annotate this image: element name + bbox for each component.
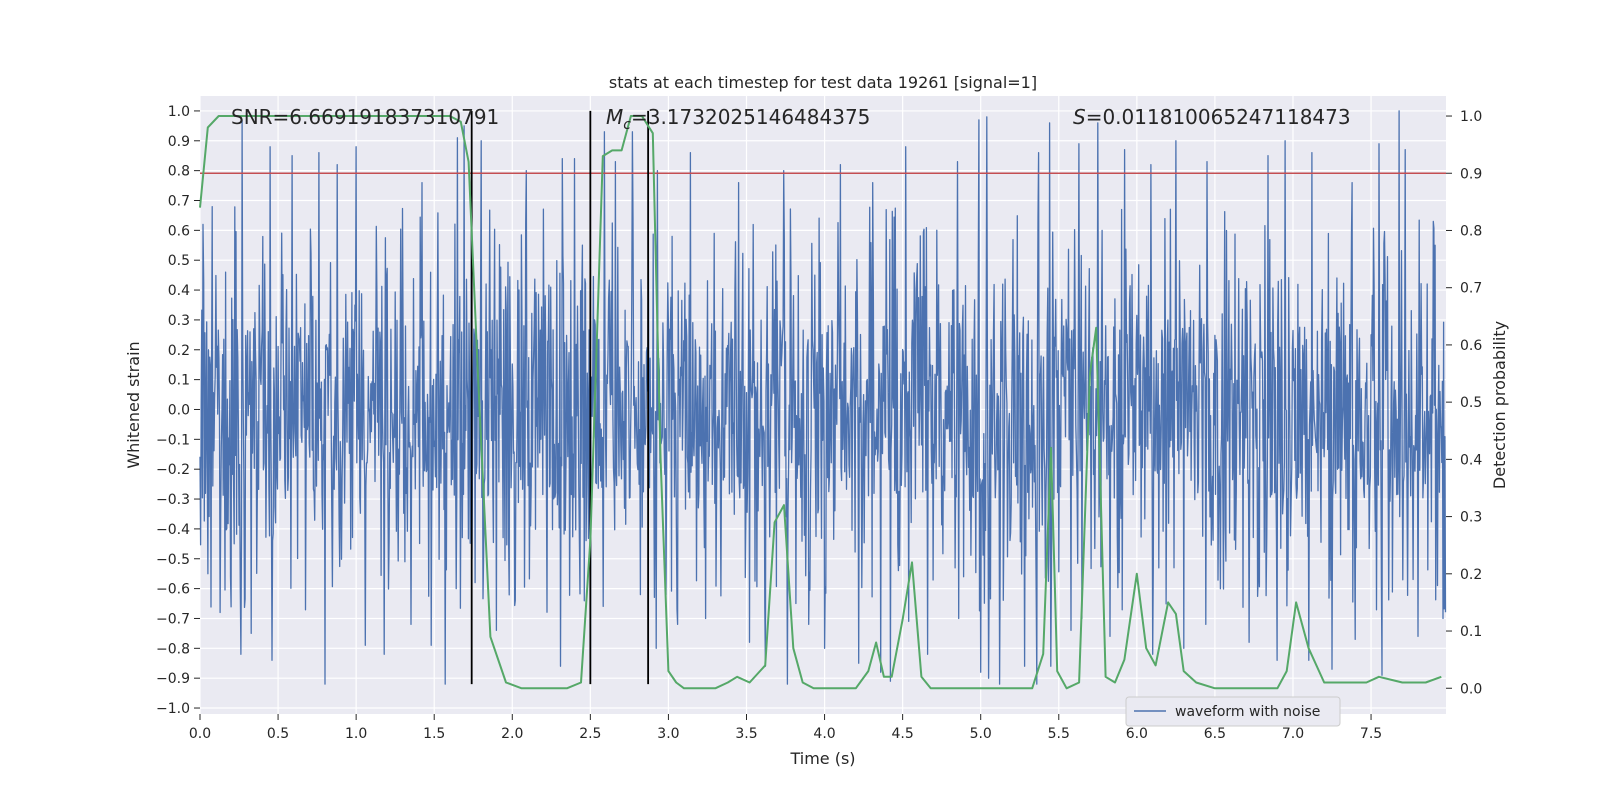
legend: waveform with noise	[1125, 696, 1341, 727]
x-tick-label: 1.5	[423, 726, 445, 742]
x-tick-label: 5.0	[970, 726, 992, 742]
y-tick-label: −0.9	[156, 671, 190, 687]
chirp-mass-symbol: M	[606, 105, 623, 129]
y-tick-label: 1.0	[168, 104, 190, 120]
chart-title: stats at each timestep for test data 192…	[609, 73, 1037, 92]
y-right-tick-label: 0.3	[1460, 510, 1482, 526]
y-tick-label: −0.1	[156, 432, 190, 448]
chirp-mass-annotation: Mc=3.1732025146484375	[606, 105, 870, 133]
x-tick-label: 1.0	[345, 726, 367, 742]
y-axis-right: 1.0 0.9 0.8 0.7 0.6 0.5 0.4 0.3 0.2 0.1 0.0	[1446, 109, 1482, 697]
legend-entry: waveform with noise	[1175, 704, 1320, 720]
y-tick-label: −0.8	[156, 641, 190, 657]
x-tick-label: 5.5	[1048, 726, 1070, 742]
y-tick-label: 0.2	[168, 343, 190, 359]
y-right-tick-label: 0.0	[1460, 681, 1482, 697]
y-right-tick-label: 0.7	[1460, 281, 1482, 297]
x-tick-label: 2.0	[501, 726, 523, 742]
y-right-tick-label: 1.0	[1460, 109, 1482, 125]
y-tick-label: −0.5	[156, 552, 190, 568]
y-tick-label: −0.3	[156, 492, 190, 508]
s-symbol: S	[1073, 105, 1086, 129]
x-tick-label: 3.0	[657, 726, 679, 742]
x-tick-label: 6.5	[1204, 726, 1226, 742]
x-tick-label: 7.5	[1360, 726, 1382, 742]
probability-series	[199, 115, 1442, 690]
legend-box	[1125, 696, 1341, 727]
y-tick-label: 0.5	[168, 253, 190, 269]
x-tick-label: 4.5	[891, 726, 913, 742]
y-axis-label-right: Detection probability	[1490, 321, 1509, 489]
s-annotation: S=0.011810065247118473	[1073, 105, 1351, 129]
y-tick-label: 0.1	[168, 373, 190, 389]
y-right-tick-label: 0.6	[1460, 338, 1482, 354]
waveform-line	[199, 110, 1447, 685]
detection-probability-line	[199, 115, 1442, 690]
y-tick-label: 0.6	[168, 223, 190, 239]
x-tick-label: 4.0	[813, 726, 835, 742]
y-tick-label: −0.6	[156, 582, 190, 598]
y-tick-label: −1.0	[156, 701, 190, 717]
x-tick-label: 0.5	[267, 726, 289, 742]
y-tick-label: −0.2	[156, 462, 190, 478]
y-tick-label: 0.7	[168, 193, 190, 209]
y-right-tick-label: 0.2	[1460, 567, 1482, 583]
overlay-lines	[200, 110, 1446, 685]
y-tick-label: 0.0	[168, 402, 190, 418]
x-tick-label: 6.0	[1126, 726, 1148, 742]
y-right-tick-label: 0.5	[1460, 395, 1482, 411]
snr-annotation: SNR=6.669191837310791	[231, 105, 499, 129]
y-axis-left: 1.0 0.9 0.8 0.7 0.6 0.5 0.4 0.3 0.2 0.1 0.0 −0.1 −0.…	[156, 104, 200, 717]
x-tick-label: 2.5	[579, 726, 601, 742]
s-value: =0.011810065247118473	[1086, 105, 1351, 129]
x-axis: 0.0 0.5 1.0 1.5 2.0 2.5 3.0 3.5 4.0 4.5 5.0 5.5 6.0 6…	[189, 714, 1382, 742]
waveform-series	[199, 110, 1447, 685]
y-right-tick-label: 0.1	[1460, 624, 1482, 640]
y-tick-label: 0.3	[168, 313, 190, 329]
y-right-tick-label: 0.4	[1460, 452, 1482, 468]
y-tick-label: −0.7	[156, 611, 190, 627]
x-tick-label: 7.0	[1282, 726, 1304, 742]
chirp-mass-value: =3.1732025146484375	[631, 105, 870, 129]
y-axis-label-left: Whitened strain	[124, 341, 143, 468]
x-axis-label: Time (s)	[789, 749, 855, 768]
y-tick-label: 0.9	[168, 134, 190, 150]
y-tick-label: 0.8	[168, 164, 190, 180]
y-right-tick-label: 0.9	[1460, 166, 1482, 182]
x-tick-label: 0.0	[189, 726, 211, 742]
y-right-tick-label: 0.8	[1460, 223, 1482, 239]
y-tick-label: −0.4	[156, 522, 190, 538]
chirp-mass-subscript: c	[623, 117, 631, 133]
x-tick-label: 3.5	[735, 726, 757, 742]
y-tick-label: 0.4	[168, 283, 190, 299]
